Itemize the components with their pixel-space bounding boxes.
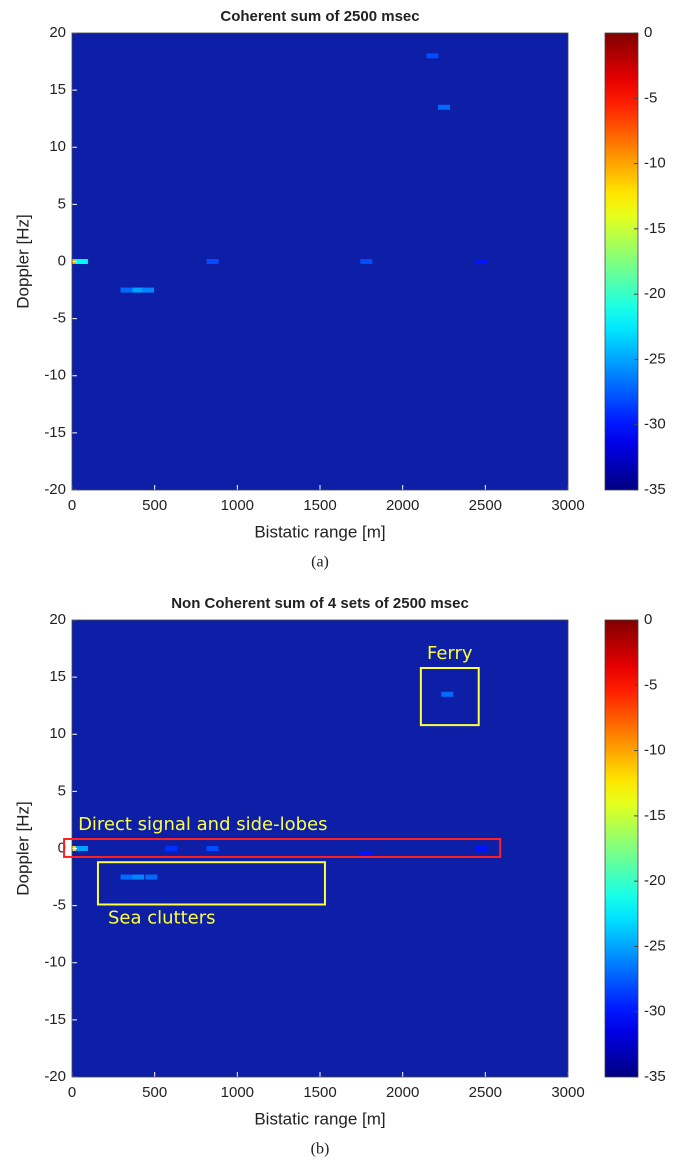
chart-title: Coherent sum of 2500 msec: [220, 8, 419, 25]
y-tick-label: 10: [49, 725, 66, 742]
y-tick-label: -20: [44, 1068, 66, 1085]
x-tick-label: 500: [142, 1084, 167, 1101]
colorbar: [604, 619, 639, 1078]
x-tick-label: 2000: [386, 497, 419, 514]
y-tick-label: 15: [49, 81, 66, 98]
hotspot: [441, 691, 454, 697]
hotspot: [438, 104, 450, 110]
colorbar-tick-label: -15: [644, 807, 666, 824]
colorbar-tick-label: 0: [644, 611, 652, 628]
x-tick-label: 3000: [551, 1084, 584, 1101]
hotspot: [132, 287, 145, 293]
y-tick-label: -15: [44, 1011, 66, 1028]
colorbar-tick-label: 0: [644, 24, 652, 41]
x-tick-label: 0: [68, 1084, 76, 1101]
y-tick-label: -10: [44, 367, 66, 384]
x-tick-label: 3000: [551, 497, 584, 514]
annotation-box: [419, 666, 480, 727]
hotspot: [120, 287, 133, 293]
hotspot: [206, 846, 219, 851]
axes-frame: [71, 619, 569, 1078]
y-tick-label: -15: [44, 424, 66, 441]
hotspot: [75, 259, 88, 264]
axes-frame: [71, 32, 569, 491]
hotspot: [360, 851, 373, 857]
colorbar-tick-label: -5: [644, 676, 657, 693]
annotation-label: Sea clutters: [108, 907, 216, 928]
y-tick-label: -5: [53, 897, 66, 914]
x-tick-label: 1000: [221, 497, 254, 514]
annotation-box: [63, 838, 502, 858]
hotspot: [476, 846, 489, 851]
chart-title: Non Coherent sum of 4 sets of 2500 msec: [171, 595, 469, 612]
y-tick-label: -10: [44, 954, 66, 971]
x-axis-label: Bistatic range [m]: [254, 522, 385, 541]
y-tick-label: 0: [58, 839, 66, 856]
y-tick-label: 5: [58, 195, 66, 212]
annotation-label: Direct signal and side-lobes: [78, 814, 327, 835]
x-tick-label: 1500: [303, 1084, 336, 1101]
colorbar-tick-label: -20: [644, 285, 666, 302]
hotspot: [142, 287, 155, 293]
y-axis-label: Doppler [Hz]: [13, 801, 32, 895]
hotspot: [132, 874, 145, 880]
y-tick-label: 10: [49, 138, 66, 155]
colorbar-tick-label: -35: [644, 481, 666, 498]
x-tick-label: 1000: [221, 1084, 254, 1101]
subcaption: (a): [311, 554, 329, 571]
y-tick-label: -20: [44, 481, 66, 498]
y-axis-label: Doppler [Hz]: [13, 214, 32, 308]
y-tick-label: 20: [49, 24, 66, 41]
y-tick-label: 5: [58, 782, 66, 799]
hotspot: [426, 53, 439, 59]
annotation-label: Ferry: [427, 643, 473, 664]
y-tick-label: -5: [53, 310, 66, 327]
colorbar-tick-label: -10: [644, 742, 666, 759]
x-tick-label: 2000: [386, 1084, 419, 1101]
colorbar-tick-label: -20: [644, 872, 666, 889]
hotspot: [165, 846, 178, 851]
hotspot: [206, 259, 219, 264]
colorbar-tick-label: -35: [644, 1068, 666, 1085]
x-tick-label: 500: [142, 497, 167, 514]
y-tick-label: 0: [58, 252, 66, 269]
hotspot: [145, 874, 158, 880]
colorbar-tick-label: -10: [644, 155, 666, 172]
hotspot: [120, 874, 133, 880]
y-tick-label: 15: [49, 668, 66, 685]
annotation-box: [96, 861, 326, 906]
y-tick-label: 20: [49, 611, 66, 628]
hotspot: [360, 259, 373, 264]
colorbar: [604, 32, 639, 491]
colorbar-tick-label: -5: [644, 89, 657, 106]
colorbar-tick-label: -15: [644, 220, 666, 237]
x-tick-label: 0: [68, 497, 76, 514]
hotspot: [75, 846, 88, 851]
colorbar-tick-label: -30: [644, 1003, 666, 1020]
colorbar-tick-label: -25: [644, 937, 666, 954]
subcaption: (b): [311, 1141, 330, 1158]
colorbar-tick-label: -30: [644, 416, 666, 433]
heatmap-cells: [72, 53, 489, 293]
plot-area: [72, 33, 568, 490]
x-tick-label: 2500: [469, 1084, 502, 1101]
x-axis-label: Bistatic range [m]: [254, 1109, 385, 1128]
colorbar-tick-label: -25: [644, 350, 666, 367]
hotspot: [476, 259, 489, 264]
x-tick-label: 2500: [469, 497, 502, 514]
plot-area: [72, 620, 568, 1077]
x-tick-label: 1500: [303, 497, 336, 514]
